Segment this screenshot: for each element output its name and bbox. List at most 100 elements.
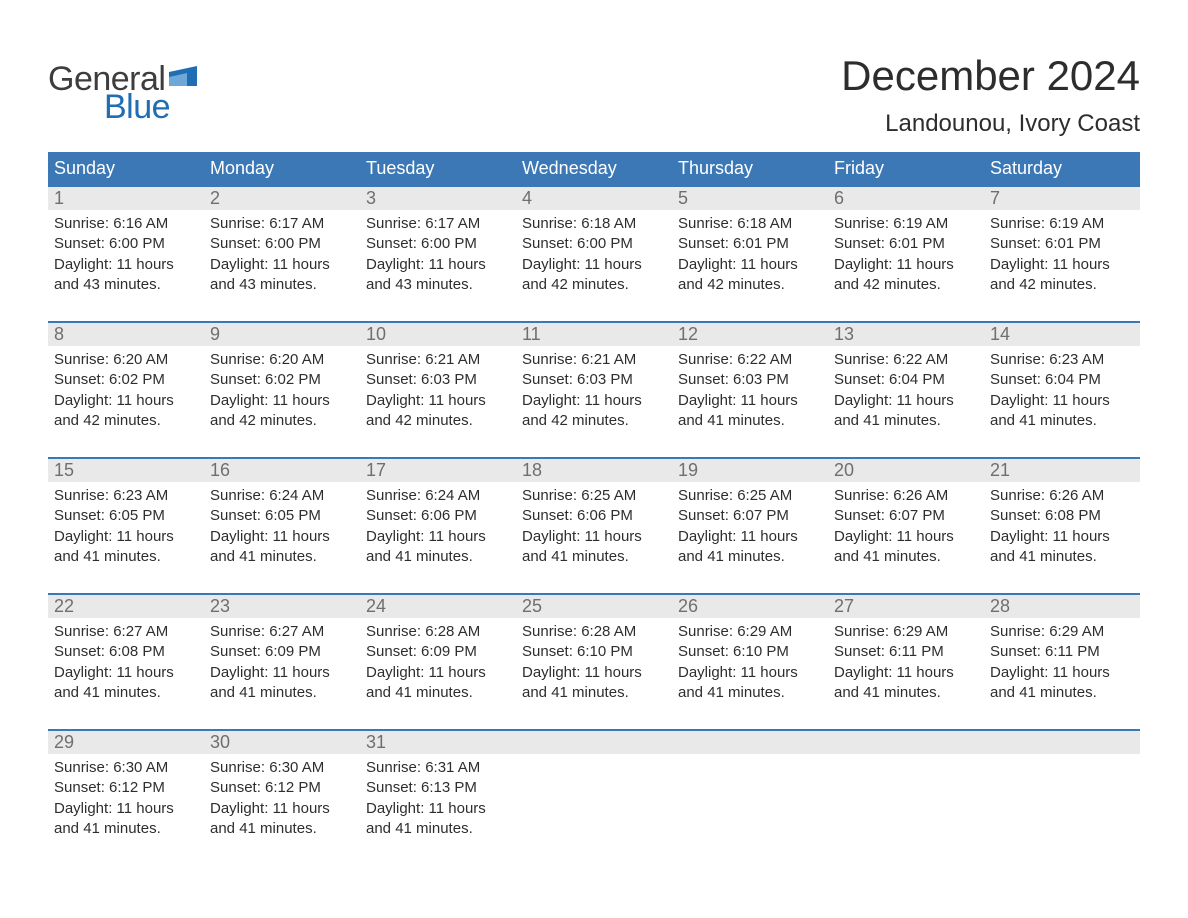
day-sunrise: Sunrise: 6:31 AM [366,758,510,778]
day-sunset: Sunset: 6:03 PM [522,370,666,390]
day-day2: and 42 minutes. [990,275,1134,295]
day-cell: Sunrise: 6:18 AMSunset: 6:01 PMDaylight:… [672,210,828,295]
week-row: 891011121314Sunrise: 6:20 AMSunset: 6:02… [48,321,1140,431]
day-sunrise: Sunrise: 6:20 AM [210,350,354,370]
day-day2: and 41 minutes. [54,683,198,703]
day-day1: Daylight: 11 hours [522,391,666,411]
day-sunset: Sunset: 6:00 PM [54,234,198,254]
day-day2: and 42 minutes. [678,275,822,295]
daybody-row: Sunrise: 6:16 AMSunset: 6:00 PMDaylight:… [48,210,1140,295]
day-day1: Daylight: 11 hours [210,255,354,275]
day-sunrise: Sunrise: 6:24 AM [366,486,510,506]
day-day2: and 42 minutes. [522,411,666,431]
day-day1: Daylight: 11 hours [834,663,978,683]
day-day2: and 41 minutes. [834,683,978,703]
dow-wednesday: Wednesday [516,152,672,185]
day-day2: and 41 minutes. [210,683,354,703]
day-number: 6 [828,187,984,210]
day-number: 27 [828,595,984,618]
daybody-row: Sunrise: 6:20 AMSunset: 6:02 PMDaylight:… [48,346,1140,431]
day-sunset: Sunset: 6:03 PM [678,370,822,390]
day-sunset: Sunset: 6:06 PM [366,506,510,526]
daybody-row: Sunrise: 6:27 AMSunset: 6:08 PMDaylight:… [48,618,1140,703]
flag-icon [169,66,197,90]
day-sunrise: Sunrise: 6:29 AM [990,622,1134,642]
day-sunrise: Sunrise: 6:29 AM [834,622,978,642]
day-cell: Sunrise: 6:23 AMSunset: 6:05 PMDaylight:… [48,482,204,567]
day-sunrise: Sunrise: 6:22 AM [678,350,822,370]
day-cell: Sunrise: 6:19 AMSunset: 6:01 PMDaylight:… [828,210,984,295]
day-cell: Sunrise: 6:29 AMSunset: 6:11 PMDaylight:… [984,618,1140,703]
day-day2: and 43 minutes. [210,275,354,295]
day-sunrise: Sunrise: 6:16 AM [54,214,198,234]
day-number: 12 [672,323,828,346]
day-sunrise: Sunrise: 6:17 AM [210,214,354,234]
day-number: 4 [516,187,672,210]
day-number: 20 [828,459,984,482]
day-cell: Sunrise: 6:25 AMSunset: 6:06 PMDaylight:… [516,482,672,567]
day-sunrise: Sunrise: 6:30 AM [54,758,198,778]
weeks-container: 1234567Sunrise: 6:16 AMSunset: 6:00 PMDa… [48,185,1140,839]
day-sunrise: Sunrise: 6:22 AM [834,350,978,370]
day-number: 1 [48,187,204,210]
day-number: 26 [672,595,828,618]
day-sunset: Sunset: 6:09 PM [366,642,510,662]
day-number: 11 [516,323,672,346]
day-cell: Sunrise: 6:25 AMSunset: 6:07 PMDaylight:… [672,482,828,567]
day-day1: Daylight: 11 hours [54,527,198,547]
day-day1: Daylight: 11 hours [522,527,666,547]
day-sunset: Sunset: 6:00 PM [522,234,666,254]
day-cell: Sunrise: 6:17 AMSunset: 6:00 PMDaylight:… [360,210,516,295]
logo-word-blue: Blue [48,90,197,124]
daynum-row: 293031 [48,731,1140,754]
day-day1: Daylight: 11 hours [210,663,354,683]
day-number: 9 [204,323,360,346]
day-sunrise: Sunrise: 6:27 AM [210,622,354,642]
day-sunrise: Sunrise: 6:25 AM [678,486,822,506]
day-cell: Sunrise: 6:18 AMSunset: 6:00 PMDaylight:… [516,210,672,295]
day-day2: and 41 minutes. [210,547,354,567]
day-sunrise: Sunrise: 6:17 AM [366,214,510,234]
day-cell: Sunrise: 6:22 AMSunset: 6:04 PMDaylight:… [828,346,984,431]
day-sunset: Sunset: 6:01 PM [678,234,822,254]
day-day1: Daylight: 11 hours [366,527,510,547]
day-sunset: Sunset: 6:00 PM [366,234,510,254]
week-row: 22232425262728Sunrise: 6:27 AMSunset: 6:… [48,593,1140,703]
day-sunset: Sunset: 6:10 PM [678,642,822,662]
daybody-row: Sunrise: 6:30 AMSunset: 6:12 PMDaylight:… [48,754,1140,839]
day-cell: Sunrise: 6:28 AMSunset: 6:09 PMDaylight:… [360,618,516,703]
day-day1: Daylight: 11 hours [990,255,1134,275]
day-day1: Daylight: 11 hours [834,527,978,547]
day-number: 13 [828,323,984,346]
day-sunset: Sunset: 6:04 PM [834,370,978,390]
day-day2: and 42 minutes. [834,275,978,295]
day-cell: Sunrise: 6:19 AMSunset: 6:01 PMDaylight:… [984,210,1140,295]
day-cell: Sunrise: 6:31 AMSunset: 6:13 PMDaylight:… [360,754,516,839]
day-sunrise: Sunrise: 6:23 AM [54,486,198,506]
day-number: 31 [360,731,516,754]
day-sunrise: Sunrise: 6:29 AM [678,622,822,642]
day-day1: Daylight: 11 hours [54,799,198,819]
day-day2: and 42 minutes. [54,411,198,431]
day-day2: and 41 minutes. [210,819,354,839]
day-day2: and 43 minutes. [366,275,510,295]
day-sunset: Sunset: 6:10 PM [522,642,666,662]
day-sunrise: Sunrise: 6:26 AM [990,486,1134,506]
day-sunset: Sunset: 6:11 PM [834,642,978,662]
day-day2: and 42 minutes. [366,411,510,431]
day-day1: Daylight: 11 hours [678,527,822,547]
day-day2: and 41 minutes. [834,547,978,567]
day-sunset: Sunset: 6:06 PM [522,506,666,526]
day-sunrise: Sunrise: 6:24 AM [210,486,354,506]
day-number: 17 [360,459,516,482]
day-day2: and 41 minutes. [678,683,822,703]
day-sunset: Sunset: 6:13 PM [366,778,510,798]
day-day2: and 41 minutes. [366,547,510,567]
dow-thursday: Thursday [672,152,828,185]
day-number: 3 [360,187,516,210]
day-sunset: Sunset: 6:05 PM [54,506,198,526]
day-cell [828,754,984,839]
day-sunset: Sunset: 6:08 PM [990,506,1134,526]
day-cell: Sunrise: 6:27 AMSunset: 6:09 PMDaylight:… [204,618,360,703]
day-day2: and 43 minutes. [54,275,198,295]
